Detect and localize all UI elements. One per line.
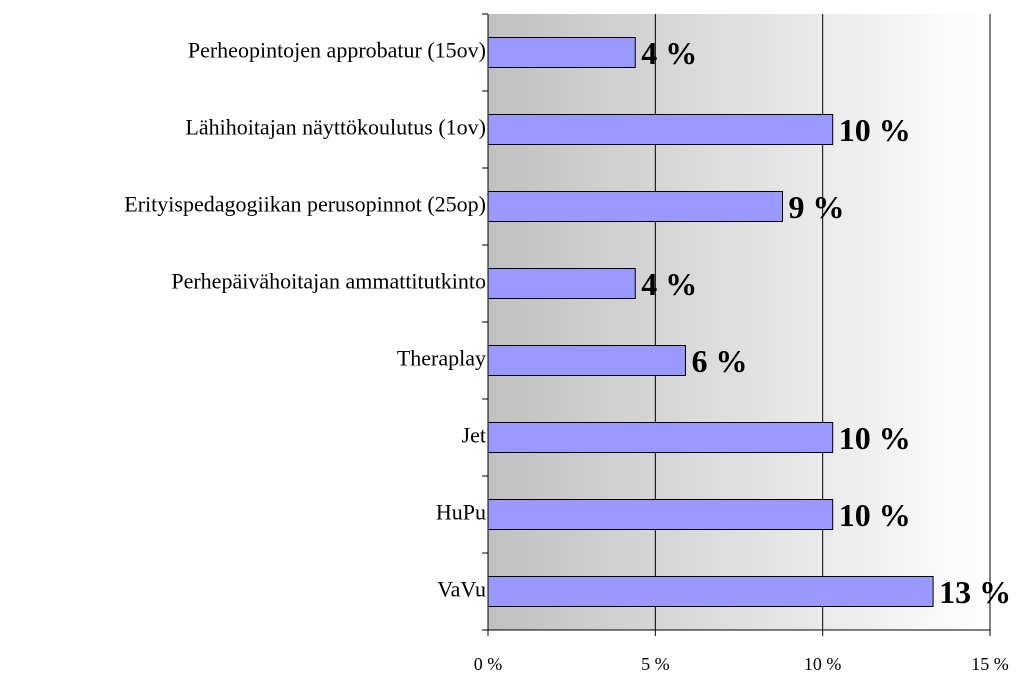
y-tick-label: Lähihoitajan näyttökoulutus (1ov) <box>185 115 486 140</box>
x-tick-label: 0 % <box>474 654 503 674</box>
x-tick-label: 15 % <box>971 654 1009 674</box>
value-label: 10 % <box>839 497 911 533</box>
bar <box>487 576 934 607</box>
plot-area <box>488 14 990 630</box>
value-label: 6 % <box>691 343 747 379</box>
value-label: 9 % <box>789 189 845 225</box>
y-tick-label: Perheopintojen approbatur (15ov) <box>188 38 486 63</box>
bar <box>487 268 636 299</box>
bar <box>487 345 686 376</box>
value-label: 10 % <box>839 420 911 456</box>
x-tick-label: 5 % <box>641 654 670 674</box>
y-tick-label: VaVu <box>437 577 486 602</box>
y-tick-label: HuPu <box>436 500 486 525</box>
value-label: 4 % <box>641 35 697 71</box>
bar <box>487 37 636 68</box>
y-tick-label: Perhepäivähoitajan ammattitutkinto <box>171 269 486 294</box>
bar <box>487 422 834 453</box>
bar <box>487 499 834 530</box>
value-label: 4 % <box>641 266 697 302</box>
bar <box>487 191 784 222</box>
bar <box>487 114 834 145</box>
value-label: 10 % <box>839 112 911 148</box>
value-label: 13 % <box>939 574 1011 610</box>
y-tick-label: Erityispedagogiikan perusopinnot (25op) <box>124 192 486 217</box>
y-tick-label: Jet <box>462 423 486 448</box>
y-tick-label: Theraplay <box>397 346 486 371</box>
x-tick-label: 10 % <box>804 654 842 674</box>
